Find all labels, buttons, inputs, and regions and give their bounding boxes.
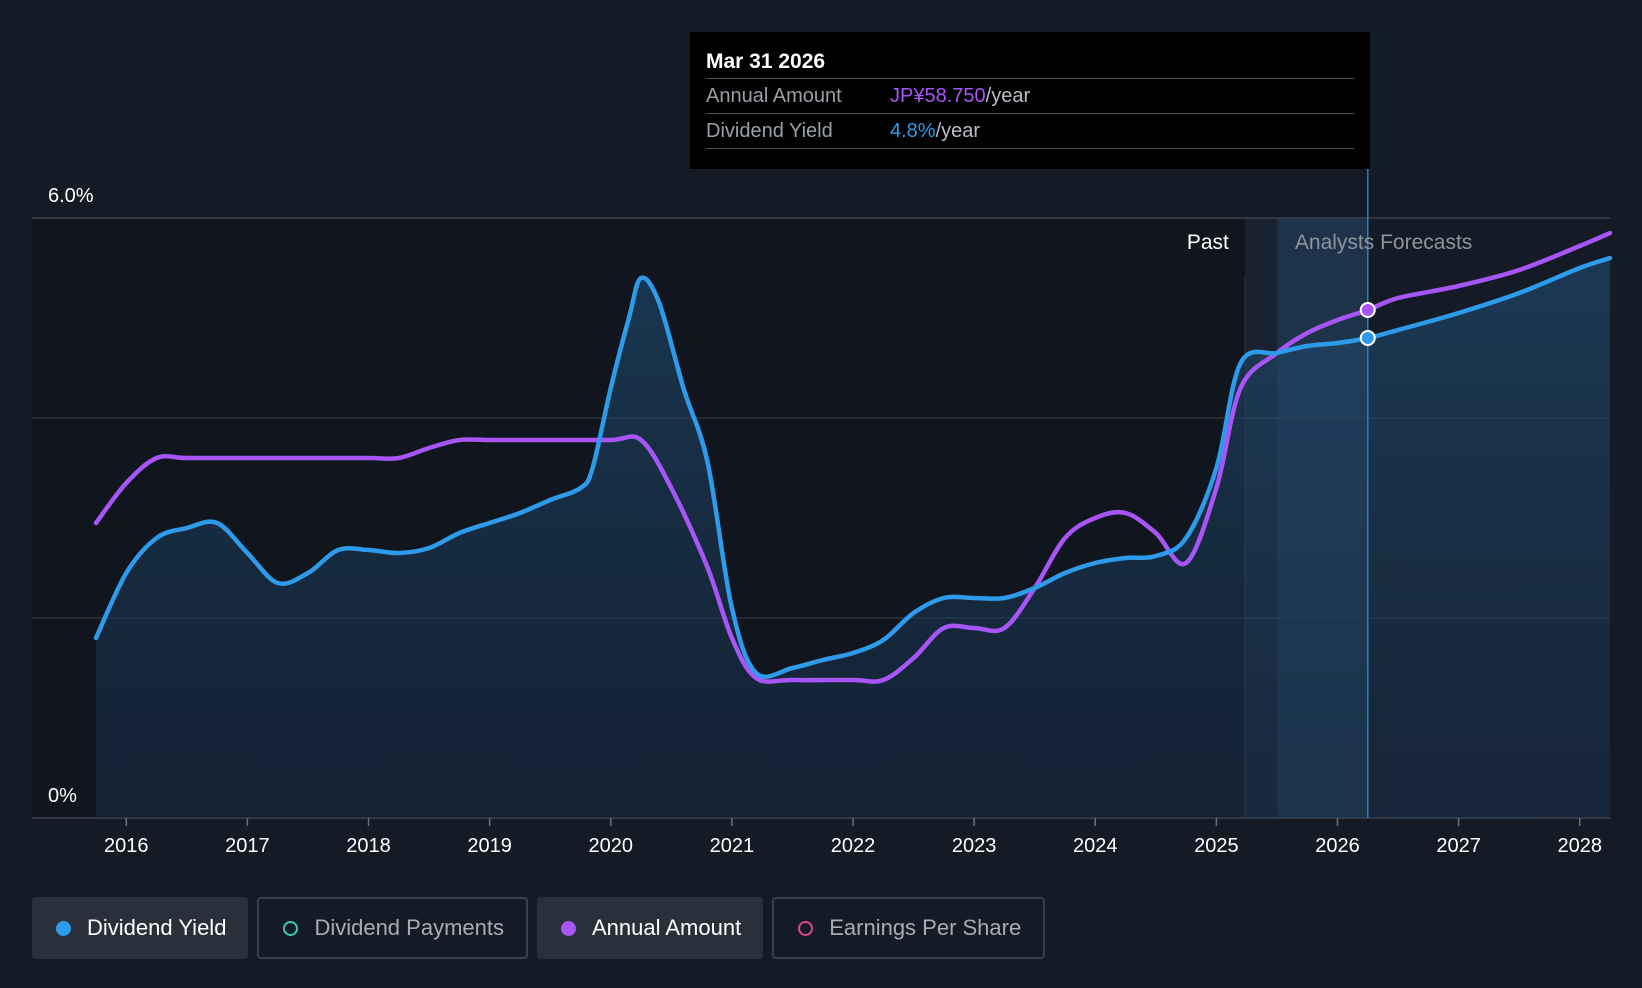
x-tick-label: 2021 bbox=[710, 835, 755, 857]
tooltip-row-annual-amount: Annual Amount JP¥58.750 /year bbox=[706, 79, 1354, 114]
x-tick-label: 2028 bbox=[1557, 835, 1602, 857]
x-tick-label: 2018 bbox=[346, 835, 391, 857]
tooltip-unit: /year bbox=[985, 85, 1031, 107]
series-line-annual-amount bbox=[93, 230, 1613, 684]
marker-annual-amount bbox=[1359, 302, 1376, 318]
x-tick-label: 2016 bbox=[104, 835, 149, 857]
legend-ring-icon bbox=[798, 920, 814, 936]
legend-dot-icon bbox=[56, 920, 71, 936]
x-tick-label: 2022 bbox=[831, 835, 876, 857]
legend-label: Earnings Per Share bbox=[829, 915, 1022, 940]
forecast-label: Analysts Forecasts bbox=[1295, 231, 1472, 254]
marker-dividend-yield bbox=[1359, 330, 1376, 346]
past-label: Past bbox=[1187, 231, 1229, 254]
x-tick-label: 2025 bbox=[1194, 835, 1239, 857]
chart-tooltip: Mar 31 2026 Annual Amount JP¥58.750 /yea… bbox=[690, 32, 1370, 169]
y-tick-label: 0% bbox=[48, 785, 77, 807]
legend-ring-icon bbox=[283, 920, 299, 936]
x-tick-label: 2024 bbox=[1073, 835, 1118, 857]
tooltip-label: Dividend Yield bbox=[706, 120, 833, 142]
tooltip-unit: /year bbox=[935, 120, 981, 142]
legend-label: Dividend Payments bbox=[314, 915, 504, 940]
series-line-dividend-yield bbox=[93, 255, 1613, 679]
tooltip-row-dividend-yield: Dividend Yield 4.8% /year bbox=[706, 114, 1354, 149]
x-tick-label: 2017 bbox=[225, 835, 270, 857]
tooltip-value: 4.8% bbox=[890, 120, 936, 142]
tooltip-value: JP¥58.750 bbox=[890, 85, 986, 107]
tooltip-date: Mar 31 2026 bbox=[706, 46, 1354, 79]
legend-dot-icon bbox=[560, 920, 576, 936]
x-tick-label: 2020 bbox=[589, 835, 634, 857]
legend-earnings-per-share[interactable]: Earnings Per Share bbox=[772, 897, 1046, 959]
legend-annual-amount[interactable]: Annual Amount bbox=[536, 897, 764, 959]
x-tick-label: 2023 bbox=[952, 835, 997, 857]
x-tick-label: 2019 bbox=[467, 835, 512, 857]
tooltip-label: Annual Amount bbox=[706, 85, 842, 107]
chart-legend: Dividend Yield Dividend Payments Annual … bbox=[32, 897, 1046, 959]
legend-label: Annual Amount bbox=[591, 915, 742, 940]
x-tick-label: 2026 bbox=[1315, 835, 1360, 857]
legend-dividend-payments[interactable]: Dividend Payments bbox=[257, 897, 528, 959]
legend-dividend-yield[interactable]: Dividend Yield bbox=[32, 897, 249, 959]
y-tick-label: 6.0% bbox=[48, 185, 94, 207]
legend-label: Dividend Yield bbox=[87, 915, 227, 940]
x-tick-label: 2027 bbox=[1436, 835, 1481, 857]
